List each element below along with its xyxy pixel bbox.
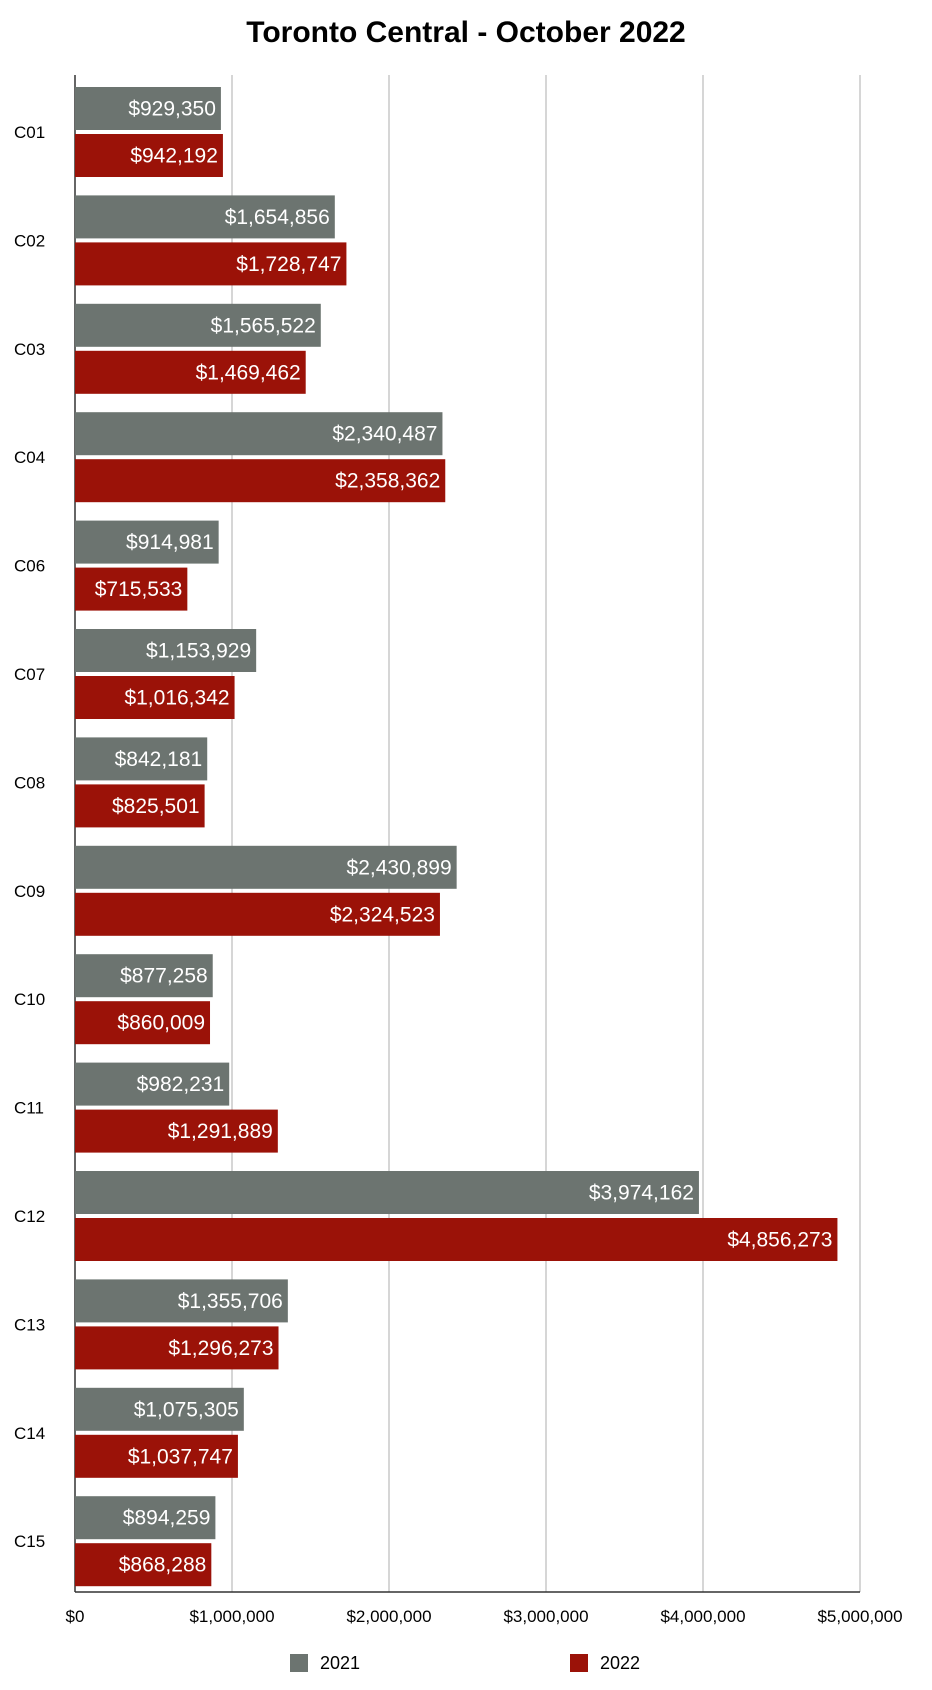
data-label: $1,355,706 bbox=[178, 1290, 283, 1313]
data-label: $825,501 bbox=[112, 795, 200, 818]
data-label: $929,350 bbox=[128, 98, 216, 121]
bar-2021-C10 bbox=[75, 954, 213, 998]
category-label: C02 bbox=[14, 231, 45, 250]
data-label: $1,469,462 bbox=[196, 361, 301, 384]
bar-2022-C11 bbox=[75, 1109, 278, 1153]
data-label: $894,259 bbox=[123, 1507, 211, 1530]
category-label: C07 bbox=[14, 665, 45, 684]
bar-2022-C13 bbox=[75, 1326, 279, 1370]
bar-2022-C02 bbox=[75, 242, 347, 286]
data-label: $1,654,856 bbox=[225, 206, 330, 229]
data-label: $1,291,889 bbox=[168, 1120, 273, 1143]
bar-2022-C01 bbox=[75, 134, 223, 177]
bar-2022-C14 bbox=[75, 1434, 238, 1478]
data-label: $1,296,273 bbox=[168, 1337, 273, 1360]
category-label: C01 bbox=[14, 123, 45, 142]
bar-2022-C15 bbox=[75, 1543, 212, 1587]
category-label: C14 bbox=[14, 1424, 45, 1443]
x-tick-label: $2,000,000 bbox=[346, 1607, 431, 1626]
bar-2021-C03 bbox=[75, 303, 321, 347]
data-label: $2,340,487 bbox=[332, 423, 437, 446]
bar-2021-C11 bbox=[75, 1062, 230, 1106]
category-label: C06 bbox=[14, 557, 45, 576]
bar-2021-C12 bbox=[75, 1171, 699, 1214]
data-label: $4,856,273 bbox=[727, 1229, 832, 1252]
bar-2021-C08 bbox=[75, 737, 208, 781]
legend-swatch-2021 bbox=[290, 1654, 308, 1672]
bar-2021-C01 bbox=[75, 87, 221, 130]
category-label: C11 bbox=[14, 1099, 44, 1118]
bar-2021-C02 bbox=[75, 195, 335, 239]
data-label: $2,324,523 bbox=[330, 903, 435, 926]
category-label: C10 bbox=[14, 990, 45, 1009]
data-label: $842,181 bbox=[115, 748, 203, 771]
data-label: $3,974,162 bbox=[589, 1182, 694, 1205]
data-label: $1,075,305 bbox=[134, 1398, 239, 1421]
data-label: $1,016,342 bbox=[124, 687, 229, 710]
data-label: $942,192 bbox=[130, 145, 218, 168]
bar-2022-C09 bbox=[75, 892, 440, 936]
x-tick-label: $4,000,000 bbox=[660, 1607, 745, 1626]
data-label: $2,430,899 bbox=[347, 856, 452, 879]
category-label: C13 bbox=[14, 1315, 45, 1334]
data-label: $1,565,522 bbox=[211, 314, 316, 337]
bar-2022-C07 bbox=[75, 676, 235, 719]
bar-2022-C04 bbox=[75, 459, 446, 503]
bar-2021-C04 bbox=[75, 412, 443, 456]
bar-2022-C03 bbox=[75, 350, 306, 394]
bar-2021-C14 bbox=[75, 1387, 244, 1431]
category-label: C12 bbox=[14, 1207, 45, 1226]
category-label: C04 bbox=[14, 448, 45, 467]
data-label: $982,231 bbox=[137, 1073, 225, 1096]
data-label: $1,153,929 bbox=[146, 640, 251, 663]
category-label: C08 bbox=[14, 773, 45, 792]
legend-label: 2021 bbox=[320, 1653, 360, 1673]
bar-2021-C09 bbox=[75, 845, 457, 889]
legend-swatch-2022 bbox=[570, 1654, 588, 1672]
data-label: $914,981 bbox=[126, 531, 214, 554]
data-label: $2,358,362 bbox=[335, 470, 440, 493]
bar-2021-C15 bbox=[75, 1496, 216, 1540]
x-tick-label: $0 bbox=[66, 1607, 85, 1626]
bar-2022-C08 bbox=[75, 784, 205, 828]
bar-2022-C06 bbox=[75, 567, 188, 611]
bar-2021-C13 bbox=[75, 1279, 288, 1323]
chart-title: Toronto Central - October 2022 bbox=[246, 16, 686, 49]
data-label: $715,533 bbox=[95, 578, 183, 601]
category-label: C15 bbox=[14, 1532, 45, 1551]
data-label: $1,728,747 bbox=[236, 253, 341, 276]
category-label: C09 bbox=[14, 882, 45, 901]
data-label: $877,258 bbox=[120, 965, 208, 988]
x-tick-label: $3,000,000 bbox=[503, 1607, 588, 1626]
bar-2022-C10 bbox=[75, 1001, 211, 1045]
legend-label: 2022 bbox=[600, 1653, 640, 1673]
data-label: $1,037,747 bbox=[128, 1445, 233, 1468]
x-tick-label: $5,000,000 bbox=[817, 1607, 902, 1626]
data-label: $860,009 bbox=[117, 1012, 205, 1035]
x-tick-label: $1,000,000 bbox=[189, 1607, 274, 1626]
bar-2022-C12 bbox=[75, 1218, 838, 1261]
category-label: C03 bbox=[14, 340, 45, 359]
bar-2021-C07 bbox=[75, 629, 257, 672]
bar-2021-C06 bbox=[75, 520, 219, 564]
data-label: $868,288 bbox=[119, 1554, 207, 1577]
